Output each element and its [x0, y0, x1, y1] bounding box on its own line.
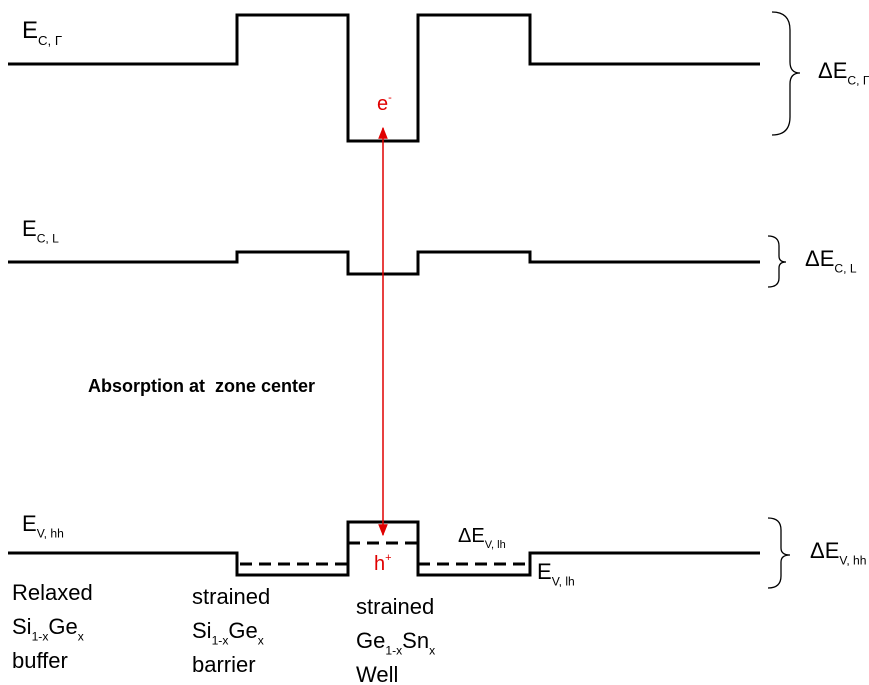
label-sub: x — [78, 630, 84, 644]
label-sub: 1-x — [385, 644, 402, 658]
label-sup: - — [388, 92, 392, 104]
layer-label: Si1-xGex — [192, 618, 264, 648]
band-label: EV, lh — [537, 559, 575, 589]
label-sub: V, lh — [552, 575, 575, 589]
label-text: ΔE — [458, 525, 485, 547]
label-text: ΔE — [810, 538, 839, 563]
offset-label: ΔEC, Γ — [818, 58, 869, 88]
label-text: ΔE — [805, 246, 834, 271]
brace — [771, 11, 801, 136]
band-label: EC, Γ — [22, 17, 62, 48]
label-text: strained — [192, 584, 270, 609]
label-text: Relaxed — [12, 580, 93, 605]
offset-label: ΔEC, L — [805, 246, 857, 276]
offset-label: ΔEV, lh — [458, 525, 506, 551]
label-text: strained — [356, 594, 434, 619]
label-text: Well — [356, 662, 398, 685]
carrier-label: e- — [377, 92, 392, 115]
label-sub: 1-x — [32, 630, 49, 644]
layer-label: Well — [356, 662, 398, 685]
annotation: Absorption at zone center — [88, 376, 315, 396]
label-text: buffer — [12, 648, 68, 673]
offset-label: ΔEV, hh — [810, 538, 867, 568]
conduction-band-l — [8, 250, 760, 276]
carrier-label: h+ — [374, 552, 392, 575]
conduction-band-gamma — [8, 13, 760, 143]
label-text: Si — [12, 614, 32, 639]
layer-label: Si1-xGex — [12, 614, 84, 644]
layer-label: strained — [356, 594, 434, 619]
label-text: barrier — [192, 652, 256, 677]
label-sub: C, L — [834, 262, 856, 276]
label-text: Ge — [356, 628, 385, 653]
label-text: e — [377, 93, 388, 115]
label-sub: x — [429, 644, 435, 658]
label-sub: V, hh — [839, 554, 866, 568]
label-sub: V, lh — [485, 539, 506, 551]
label-sub: V, hh — [37, 527, 64, 541]
label-text: h — [374, 553, 385, 575]
label-sub: C, Γ — [847, 74, 869, 88]
layer-label: strained — [192, 584, 270, 609]
layer-label: Relaxed — [12, 580, 93, 605]
brace — [767, 517, 791, 589]
band-label: EV, hh — [22, 511, 64, 541]
layer-label: barrier — [192, 652, 256, 677]
valence-band-lh — [240, 541, 530, 566]
label-sub: x — [258, 634, 264, 648]
label-text: ΔE — [818, 58, 847, 83]
label-sup: + — [385, 552, 391, 564]
band-label: EC, L — [22, 216, 59, 246]
label-sub: C, L — [37, 232, 59, 246]
label-text: Ge — [48, 614, 77, 639]
label-sub: C, Γ — [38, 33, 62, 48]
label-text: E — [537, 559, 552, 584]
layer-label: Ge1-xSnx — [356, 628, 435, 658]
label-text: E — [22, 17, 38, 44]
brace — [767, 235, 787, 288]
label-text: Sn — [402, 628, 429, 653]
label-text: E — [22, 216, 37, 241]
layer-label: buffer — [12, 648, 68, 673]
label-text: Ge — [228, 618, 257, 643]
label-text: E — [22, 511, 37, 536]
label-text: Si — [192, 618, 212, 643]
label-sub: 1-x — [212, 634, 229, 648]
